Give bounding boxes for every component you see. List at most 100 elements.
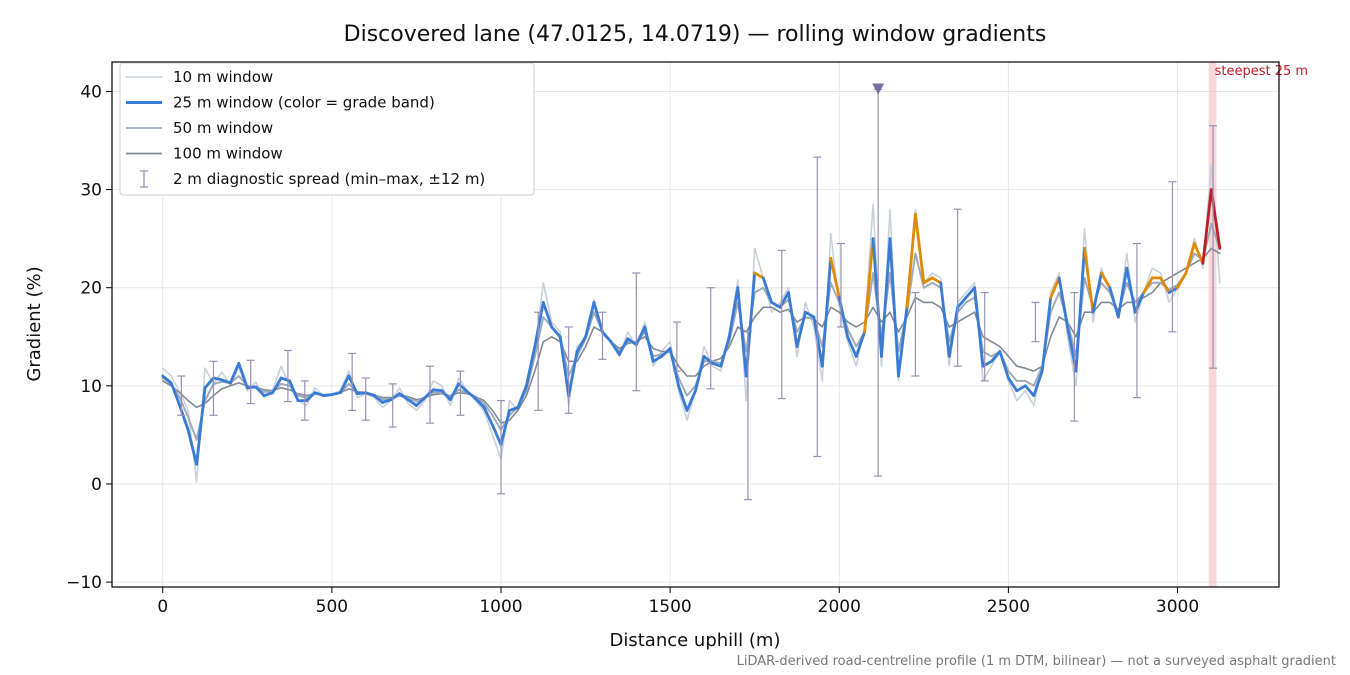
legend-box [119, 62, 535, 196]
x-tick-label: 3000 [1156, 597, 1199, 617]
series-25m-segment [220, 378, 232, 385]
series-25m-segment [338, 374, 351, 395]
y-tick-label: 20 [80, 279, 102, 299]
error-bar [300, 380, 309, 421]
legend-label: 100 m window [173, 145, 283, 163]
series-25m-segment [1176, 271, 1188, 290]
error-bar [777, 249, 786, 400]
error-bar [348, 352, 357, 411]
series-25m-segment [897, 305, 909, 378]
series-25m-segment [550, 325, 562, 339]
legend-label: 50 m window [173, 119, 273, 137]
legend-item: 100 m window [126, 145, 283, 163]
series-25m-segment [465, 390, 478, 401]
x-tick-label: 500 [316, 597, 348, 617]
series-25m-segment [288, 379, 300, 403]
series-25m-segment [973, 286, 985, 368]
series-25m-segment [1125, 266, 1137, 314]
error-bar [706, 287, 715, 390]
series-25m-segment [592, 300, 604, 334]
series-25m-segment [1201, 188, 1213, 265]
series-25m-segment [871, 237, 883, 358]
series-25m-segment [186, 428, 199, 466]
series-25m-segment [1091, 271, 1103, 314]
error-bar [209, 360, 218, 416]
series-25m-segment [643, 325, 655, 363]
footnote: LiDAR-derived road-centreline profile (1… [737, 654, 1336, 669]
error-bar [361, 377, 370, 421]
series-25m-segment [939, 281, 951, 358]
series-25m-segment [212, 376, 224, 382]
series-25m-segment [1032, 369, 1044, 398]
series-25m-segment [406, 398, 418, 407]
series-25m-segment [203, 376, 215, 390]
series-25m-segment [854, 330, 866, 358]
series-25m-segment [998, 350, 1010, 380]
series-25m-segment [694, 354, 706, 393]
series-25m-segment [626, 337, 638, 347]
y-tick-label: −10 [66, 573, 102, 593]
series-25m-segment [508, 405, 520, 412]
error-bar [672, 321, 681, 372]
x-tick-label: 1000 [479, 597, 522, 617]
error-bar [598, 311, 607, 360]
series-25m-segment [1167, 286, 1179, 295]
series-25m-segment [1083, 246, 1095, 314]
x-tick-label: 2000 [818, 597, 861, 617]
series-25m-segment [947, 305, 960, 358]
steepest-label: steepest 25 m [1215, 64, 1308, 79]
series-25m-segment [956, 296, 968, 309]
series-25m-segment [1159, 276, 1171, 295]
series-25m-segment [313, 391, 325, 398]
x-axis-label: Distance uphill (m) [610, 630, 781, 651]
series-25m-segment [770, 300, 782, 309]
series-25m-segment [431, 388, 444, 393]
series-25m-segment [804, 310, 816, 319]
x-tick-label: 1500 [648, 597, 691, 617]
series-25m-segment [161, 374, 173, 385]
series-25m-segment [990, 350, 1002, 363]
series-25m-segment [930, 276, 943, 285]
series-25m-segment [1116, 266, 1129, 319]
legend: 10 m window 25 m window (color = grade ba… [119, 62, 535, 196]
y-tick-label: 10 [80, 377, 102, 397]
series-25m-segment [753, 271, 765, 280]
series-25m-segment [381, 398, 393, 404]
error-bar [813, 156, 822, 458]
series-25m-segment [305, 391, 317, 403]
series-25m-segment [677, 384, 689, 412]
error-bar [953, 208, 962, 367]
series-25m-segment [634, 325, 647, 347]
error-bar [1132, 242, 1141, 399]
x-tick-label: 2500 [987, 597, 1030, 617]
error-bar [1070, 292, 1079, 422]
series-25m-segment [863, 237, 875, 334]
series-25m-segment [491, 423, 503, 447]
series-25m-segment [618, 337, 630, 356]
series-25m-segment [237, 361, 249, 390]
series-25m-segment [922, 276, 934, 285]
series-25m-segment [347, 374, 359, 396]
y-tick-label: 0 [91, 475, 102, 495]
series-25m-segment [262, 391, 275, 398]
plot-frame [111, 61, 1280, 588]
series-25m-segment [964, 286, 976, 299]
series-25m-segment [1007, 376, 1019, 393]
series-25m-segment [1040, 296, 1053, 373]
x-tick-label: 0 [157, 597, 168, 617]
series-lines [161, 164, 1222, 483]
legend-item: 50 m window [126, 119, 273, 137]
legend-label: 10 m window [173, 68, 273, 86]
series-25m-segment [541, 300, 554, 329]
series-25m-segment [1100, 271, 1112, 290]
error-bar [564, 326, 573, 414]
legend-item: 25 m window (color = grade band) [126, 94, 435, 112]
series-25m-segment [398, 392, 410, 402]
series-25m-segment [169, 381, 182, 407]
series-25m-segment [727, 286, 740, 339]
series-25m-segment [448, 382, 461, 402]
max-marker [872, 83, 885, 95]
error-bar [388, 383, 397, 428]
series-25m-segment [1074, 246, 1086, 373]
series-25m-segment [1108, 286, 1120, 319]
